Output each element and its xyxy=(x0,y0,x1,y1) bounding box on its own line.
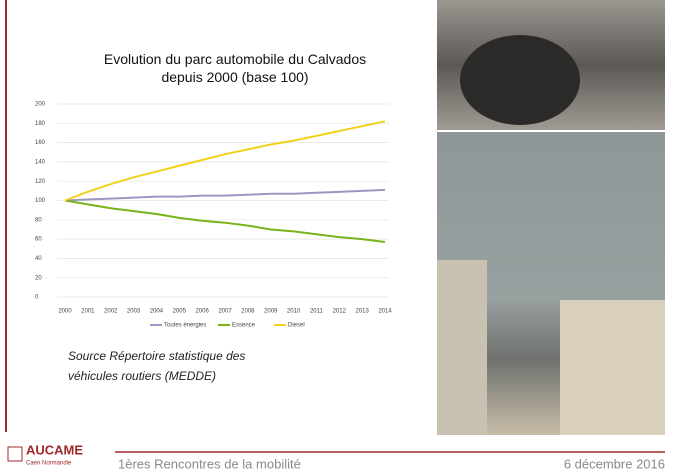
x-tick-label: 2011 xyxy=(310,309,324,315)
chart-title: Evolution du parc automobile du Calvados… xyxy=(104,51,366,85)
x-tick-label: 2003 xyxy=(127,309,141,315)
x-tick-label: 2005 xyxy=(173,309,187,315)
y-tick-label: 60 xyxy=(35,237,42,243)
footer-date: 6 décembre 2016 xyxy=(564,456,665,471)
x-tick-label: 2006 xyxy=(195,309,209,315)
photo-detail xyxy=(437,260,487,435)
source-text: véhicules routiers (MEDDE) xyxy=(68,369,216,383)
y-tick-label: 40 xyxy=(35,256,42,262)
y-tick-label: 80 xyxy=(35,217,42,223)
series-line xyxy=(64,188,386,202)
y-tick-label: 20 xyxy=(35,275,42,281)
y-tick-label: 180 xyxy=(35,121,46,127)
x-tick-label: 2010 xyxy=(287,309,301,315)
y-tick-label: 160 xyxy=(35,140,46,146)
photo-detail xyxy=(560,300,665,435)
x-tick-label: 2002 xyxy=(104,309,118,315)
y-tick-label: 200 xyxy=(35,102,46,108)
x-tick-label: 2001 xyxy=(81,309,95,315)
x-tick-label: 2007 xyxy=(218,309,232,315)
y-tick-label: 0 xyxy=(35,295,39,301)
logo: AUCAME xyxy=(26,442,83,457)
x-tick-label: 2014 xyxy=(378,309,392,315)
y-tick-label: 140 xyxy=(35,159,46,165)
series-line xyxy=(64,199,386,243)
x-tick-label: 2013 xyxy=(355,309,369,315)
source-text: Source Répertoire statistique des xyxy=(68,349,245,363)
photo-detail xyxy=(460,35,580,125)
y-tick-label: 120 xyxy=(35,179,46,185)
x-tick-label: 2004 xyxy=(150,309,164,315)
legend-label: Essence xyxy=(232,323,256,329)
logo-sub: Caen Normandie xyxy=(26,461,72,467)
x-tick-label: 2008 xyxy=(241,309,255,315)
legend-label: Diesel xyxy=(288,323,305,329)
x-tick-label: 2009 xyxy=(264,309,278,315)
series-line xyxy=(64,120,386,202)
legend-label: Toutes énergies xyxy=(164,323,206,329)
logo-icon xyxy=(7,446,23,462)
footer-event: 1ères Rencontres de la mobilité xyxy=(118,456,301,471)
x-tick-label: 2000 xyxy=(58,309,72,315)
y-tick-label: 100 xyxy=(35,198,46,204)
x-tick-label: 2012 xyxy=(333,309,347,315)
